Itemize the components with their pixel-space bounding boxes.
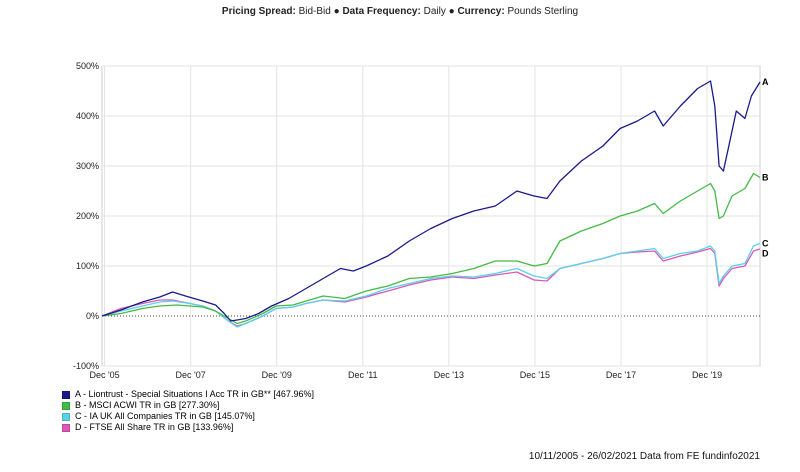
legend-swatch	[62, 390, 70, 399]
spread-value: Bid-Bid	[298, 6, 331, 17]
end-label-b: B	[762, 173, 769, 183]
series-line-a	[101, 80, 761, 322]
y-tick-label: 0%	[86, 311, 99, 321]
bullet-2: ●	[448, 6, 455, 17]
frequency-value: Daily	[423, 6, 446, 17]
label-layer: A B CD	[762, 77, 769, 259]
legend-swatch	[62, 401, 70, 410]
legend-item-c: C - IA UK All Companies TR in GB [145.07…	[62, 411, 314, 422]
frequency-label: Data Frequency:	[342, 6, 421, 17]
end-label-d: D	[762, 249, 769, 259]
x-tick-label: Dec '13	[434, 370, 464, 380]
x-tick-label: Dec '15	[520, 370, 550, 380]
y-tick-label: 400%	[76, 111, 99, 121]
series-line-b	[101, 172, 761, 325]
y-tick-label: 100%	[76, 261, 99, 271]
y-tick-label: 500%	[76, 61, 99, 71]
x-tick-label: Dec '19	[692, 370, 722, 380]
bullet-1: ●	[333, 6, 340, 17]
end-label-c: C	[762, 239, 769, 249]
currency-value: Pounds Sterling	[507, 6, 579, 17]
series-layer	[101, 80, 761, 328]
chart-header: Pricing Spread: Bid-Bid ● Data Frequency…	[0, 6, 800, 17]
x-tick-label: Dec '11	[348, 370, 378, 380]
legend-label: C - IA UK All Companies TR in GB [145.07…	[75, 411, 255, 421]
grid-layer	[101, 65, 761, 367]
y-tick-label: -100%	[73, 361, 99, 371]
legend-item-d: D - FTSE All Share TR in GB [133.96%]	[62, 422, 314, 433]
legend-label: A - Liontrust - Special Situations I Acc…	[75, 389, 314, 399]
x-tick-label: Dec '17	[606, 370, 636, 380]
date-range-footer: 10/11/2005 - 26/02/2021 Data from FE fun…	[528, 451, 760, 462]
legend-label: D - FTSE All Share TR in GB [133.96%]	[75, 422, 234, 432]
axis-layer: 500% 400% 300% 200% 100% 0% -100%Dec '05 Dec '0…	[73, 61, 722, 380]
end-label-a: A	[762, 77, 769, 87]
legend-item-b: B - MSCI ACWI TR in GB [277.30%]	[62, 400, 314, 411]
x-tick-label: Dec '07	[176, 370, 206, 380]
spread-label: Pricing Spread:	[221, 6, 296, 17]
legend-item-a: A - Liontrust - Special Situations I Acc…	[62, 389, 314, 400]
y-tick-label: 300%	[76, 161, 99, 171]
x-tick-label: Dec '09	[262, 370, 292, 380]
legend: A - Liontrust - Special Situations I Acc…	[62, 389, 314, 433]
legend-swatch	[62, 412, 70, 421]
legend-swatch	[62, 423, 70, 432]
y-tick-label: 200%	[76, 211, 99, 221]
currency-label: Currency:	[457, 6, 505, 17]
legend-label: B - MSCI ACWI TR in GB [277.30%]	[75, 400, 220, 410]
x-tick-label: Dec '05	[89, 370, 119, 380]
